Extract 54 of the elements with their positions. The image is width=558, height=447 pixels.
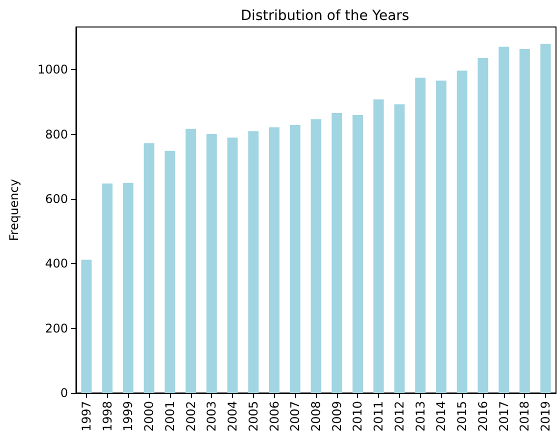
bar (332, 113, 342, 393)
x-tick-label: 2006 (267, 401, 282, 432)
x-tick-label: 2019 (538, 401, 553, 432)
y-tick-label: 1000 (37, 62, 68, 77)
bar (498, 46, 510, 393)
bar (436, 80, 446, 393)
bar (352, 114, 363, 393)
bar (290, 124, 300, 393)
bar (144, 143, 154, 393)
bar (248, 131, 259, 393)
chart-title: Distribution of the Years (240, 8, 410, 24)
x-tick-label: 2010 (350, 401, 365, 432)
y-tick-label: 800 (45, 127, 68, 142)
bar (373, 99, 384, 393)
bar (519, 48, 530, 393)
x-tick-label: 2018 (518, 401, 532, 432)
x-tick-label: 2003 (204, 401, 219, 432)
x-tick-label: 2004 (226, 401, 240, 432)
y-tick-label: 400 (45, 256, 68, 271)
x-tick-label: 2000 (142, 401, 156, 432)
y-tick-label: 0 (60, 386, 68, 400)
x-tick-label: 2007 (288, 401, 302, 432)
x-tick-label: 2016 (476, 401, 490, 432)
x-tick-label: 2013 (413, 401, 428, 432)
bar (310, 119, 322, 393)
bar (415, 78, 426, 393)
x-tick-label: 1999 (121, 401, 136, 432)
x-tick-label: 2009 (330, 401, 344, 432)
x-tick-label: 2005 (246, 401, 260, 432)
x-tick-label: 2012 (392, 401, 406, 432)
bar (540, 44, 551, 393)
x-tick-label: 1997 (79, 401, 94, 432)
bar (206, 134, 217, 393)
bar (269, 127, 280, 393)
x-tick-label: 2017 (496, 401, 511, 432)
bar (81, 260, 92, 393)
x-tick-label: 2002 (184, 401, 198, 432)
bar (102, 183, 113, 393)
x-tick-label: 2001 (162, 401, 177, 432)
x-tick-label: 1998 (100, 401, 114, 432)
bar (122, 182, 134, 393)
x-tick-label: 2008 (309, 401, 323, 432)
bar (227, 138, 238, 393)
y-tick-label: 200 (45, 321, 68, 336)
y-axis-title: Frequency (7, 179, 21, 241)
bar (478, 58, 488, 393)
x-tick-label: 2014 (434, 401, 448, 432)
bar (186, 128, 196, 393)
x-tick-label: 2011 (372, 401, 386, 432)
x-tick-label: 2015 (455, 401, 470, 432)
bar (456, 70, 468, 393)
bar (164, 150, 176, 393)
y-tick-label: 600 (45, 192, 68, 206)
bar (394, 104, 405, 393)
